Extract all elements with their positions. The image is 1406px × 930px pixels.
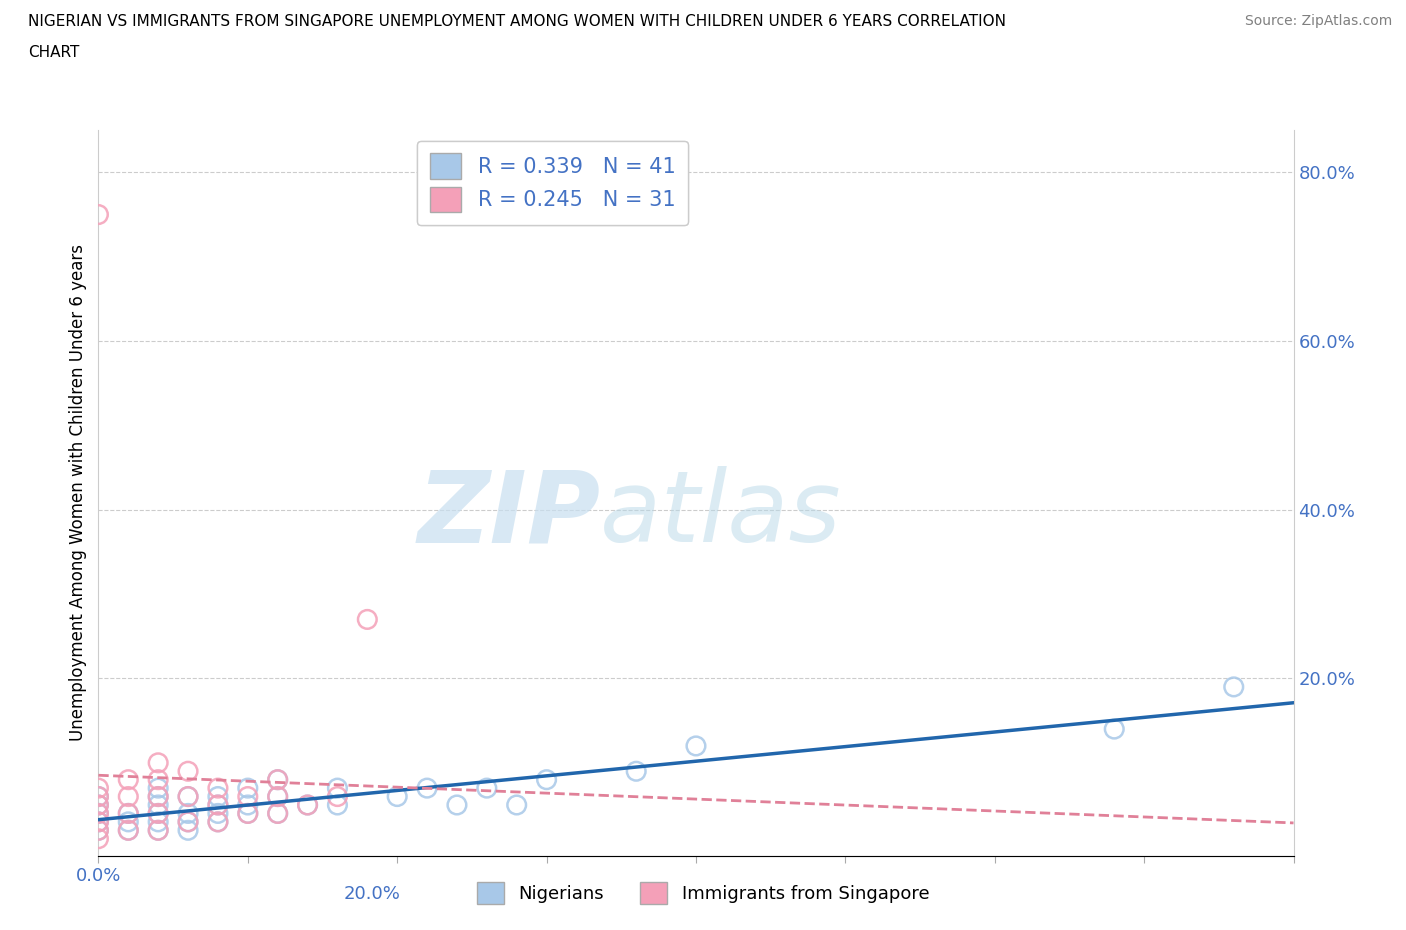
Point [326,790,349,804]
Point [148,780,170,795]
Point [148,790,170,804]
Text: Source: ZipAtlas.com: Source: ZipAtlas.com [1244,14,1392,28]
Point [475,780,498,795]
Point [1104,722,1126,737]
Point [267,790,290,804]
Point [87,823,110,838]
Point [87,790,110,804]
Point [326,780,349,795]
Point [177,764,200,778]
Point [87,815,110,830]
Point [117,806,139,821]
Point [207,790,229,804]
Point [506,798,529,813]
Point [117,790,139,804]
Point [87,798,110,813]
Point [207,815,229,830]
Point [177,823,200,838]
Point [236,806,259,821]
Point [87,831,110,846]
Point [117,815,139,830]
Point [207,806,229,821]
Point [148,790,170,804]
Legend: Nigerians, Immigrants from Singapore: Nigerians, Immigrants from Singapore [470,875,936,911]
Point [267,806,290,821]
Point [177,815,200,830]
Point [87,806,110,821]
Point [536,772,558,787]
Text: NIGERIAN VS IMMIGRANTS FROM SINGAPORE UNEMPLOYMENT AMONG WOMEN WITH CHILDREN UND: NIGERIAN VS IMMIGRANTS FROM SINGAPORE UN… [28,14,1007,29]
Point [87,823,110,838]
Point [1223,680,1246,695]
Point [87,790,110,804]
Point [148,815,170,830]
Point [207,780,229,795]
Text: atlas: atlas [600,466,842,564]
Point [177,790,200,804]
Point [87,798,110,813]
Point [117,772,139,787]
Point [148,806,170,821]
Point [297,798,319,813]
Point [385,790,409,804]
Point [236,790,259,804]
Point [87,806,110,821]
Point [87,780,110,795]
Point [148,823,170,838]
Y-axis label: Unemployment Among Women with Children Under 6 years: Unemployment Among Women with Children U… [69,245,87,741]
Point [297,798,319,813]
Point [685,738,707,753]
Point [117,823,139,838]
Point [148,772,170,787]
Point [177,815,200,830]
Point [117,806,139,821]
Point [267,772,290,787]
Point [207,798,229,813]
Point [236,780,259,795]
Point [416,780,439,795]
Point [356,612,378,627]
Text: ZIP: ZIP [418,466,600,564]
Point [446,798,468,813]
Point [267,790,290,804]
Point [148,823,170,838]
Point [87,207,110,222]
Point [207,815,229,830]
Point [148,755,170,770]
Point [326,798,349,813]
Point [177,790,200,804]
Point [117,823,139,838]
Point [236,806,259,821]
Point [267,806,290,821]
Point [87,815,110,830]
Point [148,798,170,813]
Point [626,764,648,778]
Point [207,798,229,813]
Point [236,798,259,813]
Legend: R = 0.339   N = 41, R = 0.245   N = 31: R = 0.339 N = 41, R = 0.245 N = 31 [418,140,688,225]
Point [267,772,290,787]
Text: 20.0%: 20.0% [343,884,401,903]
Text: CHART: CHART [28,45,80,60]
Point [148,806,170,821]
Point [177,806,200,821]
